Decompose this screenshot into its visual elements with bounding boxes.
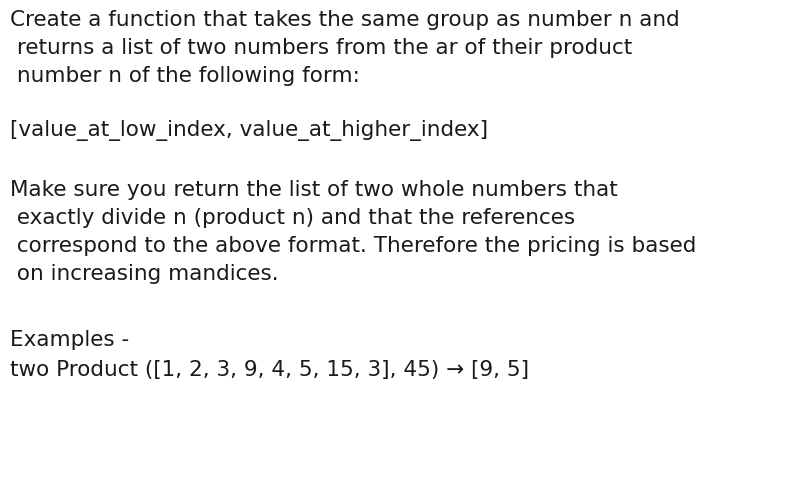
Text: Examples -: Examples -	[10, 330, 129, 350]
Text: returns a list of two numbers from the ar of their product: returns a list of two numbers from the a…	[10, 38, 633, 58]
Text: [value_at_low_index, value_at_higher_index]: [value_at_low_index, value_at_higher_ind…	[10, 120, 488, 141]
Text: exactly divide n (product n) and that the references: exactly divide n (product n) and that th…	[10, 208, 575, 228]
Text: Make sure you return the list of two whole numbers that: Make sure you return the list of two who…	[10, 180, 618, 200]
Text: Create a function that takes the same group as number n and: Create a function that takes the same gr…	[10, 10, 680, 30]
Text: number n of the following form:: number n of the following form:	[10, 66, 360, 86]
Text: on increasing mandices.: on increasing mandices.	[10, 264, 278, 284]
Text: two Product ([1, 2, 3, 9, 4, 5, 15, 3], 45) → [9, 5]: two Product ([1, 2, 3, 9, 4, 5, 15, 3], …	[10, 360, 529, 380]
Text: correspond to the above format. Therefore the pricing is based: correspond to the above format. Therefor…	[10, 236, 697, 256]
